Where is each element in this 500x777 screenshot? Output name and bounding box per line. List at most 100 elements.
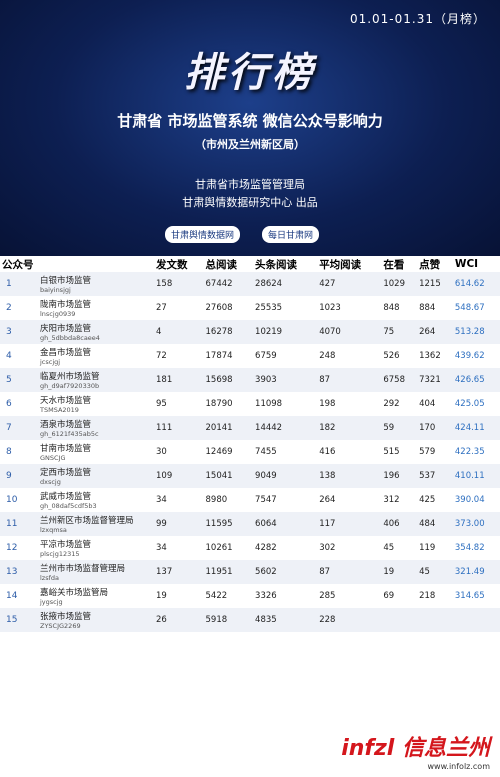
cell: 26 (154, 608, 204, 632)
cell: 15698 (203, 368, 254, 392)
rank: 5 (0, 368, 38, 392)
cell: 158 (154, 272, 204, 296)
account: 嘉峪关市场监管局 jygscjg (38, 584, 154, 608)
cell: 14442 (253, 416, 318, 440)
cell: 6758 (381, 368, 418, 392)
cell: 848 (383, 303, 400, 313)
cell: 69 (383, 591, 395, 601)
cell: 181 (154, 368, 204, 392)
cell: 25535 (255, 303, 283, 313)
account-id: gh_6121f435ab5c (40, 430, 99, 438)
table-row: 10 武威市场监管 gh_08daf5cdf5b3 34 8980 7547 264 312 4… (0, 488, 500, 512)
cell: 285 (319, 591, 336, 601)
cell: 109 (154, 464, 204, 488)
wci: 425.05 (454, 399, 485, 409)
table-row: 11 兰州新区市场监督管理局 lzxqmsa 99 11595 6064 117 406 484… (0, 512, 500, 536)
cell: 8980 (205, 495, 228, 505)
cell: 5602 (253, 560, 318, 584)
cell: 28624 (253, 272, 318, 296)
wci: 439.62 (454, 351, 485, 361)
wci (452, 608, 500, 632)
wci: 548.67 (454, 303, 485, 313)
cell: 292 (383, 399, 400, 409)
cell: 18790 (205, 399, 233, 409)
cell: 228 (317, 608, 382, 632)
cell: 9049 (253, 464, 318, 488)
column-header: 平均阅读 (317, 256, 382, 272)
cell: 111 (154, 416, 204, 440)
column-header: 点赞 (417, 256, 453, 272)
account: 金昌市场监管 jcscjgj (38, 344, 154, 368)
cell: 4282 (255, 543, 277, 553)
cell (381, 608, 418, 632)
rank: 15 (0, 608, 38, 632)
cell: 15041 (203, 464, 254, 488)
cell: 19 (156, 591, 167, 601)
account-name: 临夏州市场监管 (40, 372, 100, 382)
cell: 3326 (255, 591, 277, 601)
account: 兰州市市场监督管理局 lzsfda (38, 560, 154, 584)
rank: 1 (0, 272, 38, 296)
account-id: jygscjg (40, 598, 63, 606)
cell: 579 (419, 447, 436, 457)
cell: 117 (317, 512, 382, 536)
table-row: 13 兰州市市场监督管理局 lzsfda 137 11951 5602 87 19 45 321.… (0, 560, 500, 584)
cell: 17874 (205, 351, 233, 361)
cell: 7547 (255, 495, 277, 505)
account-id: dxscjg (40, 478, 61, 486)
cell: 264 (417, 320, 453, 344)
cell: 5422 (205, 591, 228, 601)
cell: 182 (317, 416, 382, 440)
column-header: 总阅读 (203, 256, 254, 272)
cell: 75 (381, 320, 418, 344)
cell: 170 (417, 416, 453, 440)
account: 甘南市场监管 GNSCJG (38, 440, 154, 464)
account-name: 陇南市场监管 (40, 300, 92, 310)
cell: 6064 (253, 512, 318, 536)
cell: 16278 (203, 320, 254, 344)
cell: 198 (319, 399, 336, 409)
column-header: 在看 (381, 256, 418, 272)
account-id: TSMSA2019 (40, 406, 79, 414)
account: 天水市场监管 TSMSA2019 (38, 392, 154, 416)
cell: 4835 (253, 608, 318, 632)
account: 定西市场监管 dxscjg (38, 464, 154, 488)
cell: 302 (319, 543, 336, 553)
table-row: 4 金昌市场监管 jcscjgj 72 17874 6759 248 526 1362 439.6… (0, 344, 500, 368)
account-id: baiyinsjgj (40, 286, 71, 294)
cell: 5918 (203, 608, 254, 632)
account: 平凉市场监管 plscjg12315 (38, 536, 154, 560)
brand: infzl 信息兰州 (341, 736, 490, 761)
cell: 1362 (419, 351, 441, 361)
cell: 1215 (417, 272, 453, 296)
cell: 27 (156, 303, 167, 313)
account-name: 兰州新区市场监督管理局 (40, 516, 134, 526)
header: 01.01-01.31（月榜） 排行榜 甘肃省 市场监管系统 微信公众号影响力 … (0, 0, 500, 258)
cell: 7321 (417, 368, 453, 392)
account-name: 白银市场监管 (40, 276, 92, 286)
subtitle: 甘肃省 市场监管系统 微信公众号影响力 (117, 112, 383, 130)
account-id: lzsfda (40, 574, 60, 582)
cell: 138 (317, 464, 382, 488)
account: 酒泉市场监管 gh_6121f435ab5c (38, 416, 154, 440)
cell: 10219 (253, 320, 318, 344)
cell: 11098 (255, 399, 283, 409)
rank: 8 (6, 447, 12, 457)
cell: 99 (154, 512, 204, 536)
wci: 373.00 (452, 512, 500, 536)
cell: 34 (156, 543, 167, 553)
account: 临夏州市场监管 gh_d9af7920330b (38, 368, 154, 392)
cell: 515 (383, 447, 400, 457)
rank: 11 (0, 512, 38, 536)
rank: 10 (6, 495, 18, 505)
cell: 95 (156, 399, 167, 409)
account-id: ZYSCJG2269 (40, 622, 81, 630)
org: 甘肃舆情数据研究中心 出品 (182, 196, 318, 209)
cell: 406 (381, 512, 418, 536)
rank: 13 (0, 560, 38, 584)
cell: 218 (419, 591, 436, 601)
cell: 537 (417, 464, 453, 488)
account-id: plscjg12315 (40, 550, 80, 558)
org: 甘肃省市场监管管理局 (195, 178, 305, 191)
cell: 87 (317, 368, 382, 392)
